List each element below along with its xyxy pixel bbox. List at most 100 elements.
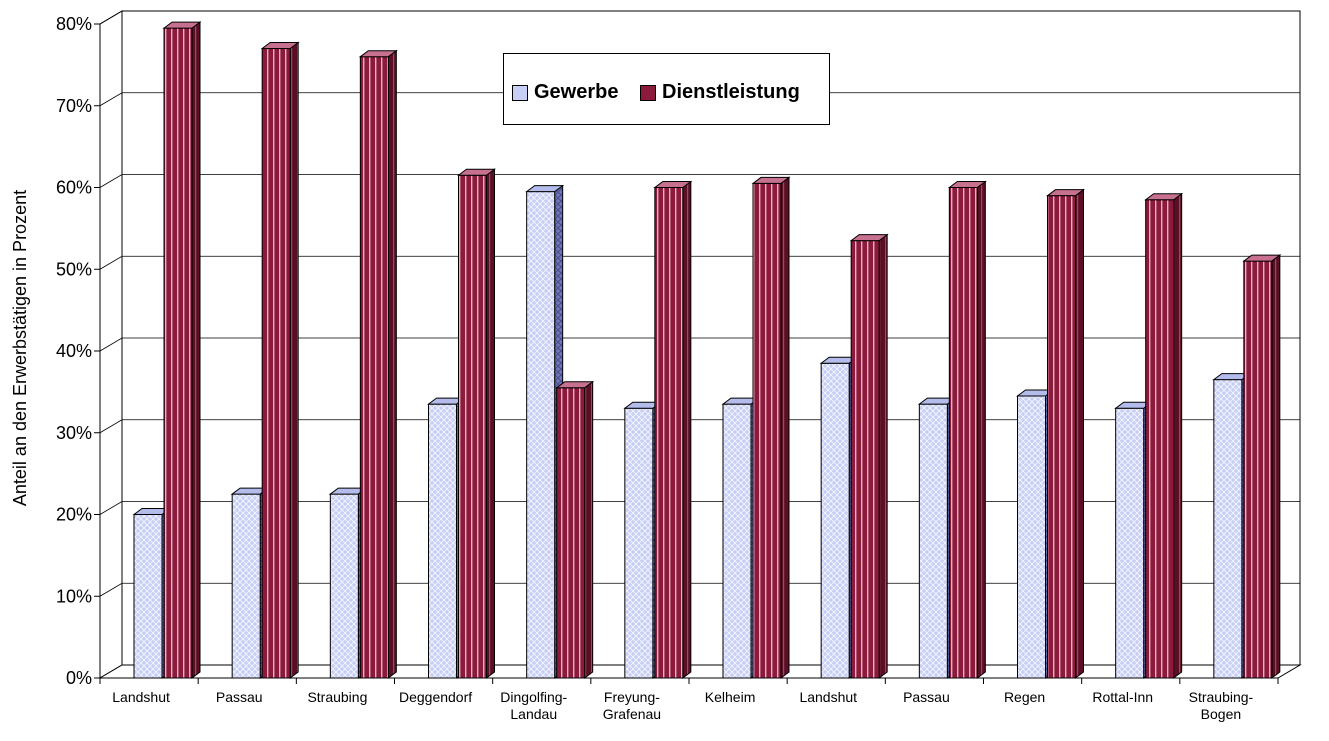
y-tick-label: 60% (56, 178, 92, 198)
bar-front-face (329, 493, 359, 679)
bar-top-face (162, 21, 202, 29)
bar-front-face (1145, 199, 1175, 679)
y-tick-label: 10% (56, 586, 92, 606)
bar-dienstleistung (358, 49, 398, 679)
bar-top-face (525, 185, 565, 193)
y-tick-label: 80% (56, 14, 92, 34)
gridline (99, 582, 1300, 597)
x-tick-label: Kelheim (705, 689, 756, 705)
bar-front-face (231, 493, 261, 679)
bar-top-face (1242, 254, 1282, 262)
bar-side-face (1271, 254, 1281, 679)
bar-side-face (387, 49, 397, 679)
bar-side-face (191, 21, 201, 679)
x-tick-label: Rottal-Inn (1092, 689, 1153, 705)
bar-top-face (1046, 189, 1085, 197)
bar-side-face (1075, 188, 1084, 679)
bar-front-face (428, 403, 457, 679)
bar-top-face (849, 234, 889, 242)
y-tick-label: 30% (56, 423, 92, 443)
bar-front-face (163, 27, 193, 679)
y-tick-label: 0% (66, 668, 92, 688)
bar-front-face (133, 514, 163, 679)
x-tick-label: Landshut (799, 689, 857, 705)
gridline (99, 255, 1300, 270)
x-tick-label: Passau (903, 689, 950, 705)
bar-front-face (624, 407, 654, 679)
y-axis-title: Anteil an den Erwerbstätigen in Prozent (10, 190, 30, 506)
bar-front-face (1047, 195, 1076, 679)
bar-front-face (1213, 379, 1243, 679)
bar-dienstleistung (1242, 254, 1282, 679)
bar-front-face (526, 191, 556, 679)
legend-item-dienstleistung: Dienstleistung (640, 81, 800, 104)
bar-front-face (359, 56, 389, 679)
chart-legend: Gewerbe Dienstleistung (503, 53, 830, 125)
legend-label-dienstleistung: Dienstleistung (662, 81, 800, 103)
bar-dienstleistung (947, 180, 987, 679)
bar-front-face (654, 187, 684, 679)
x-tick-label: Deggendorf (399, 689, 472, 705)
y-tick-label: 50% (56, 259, 92, 279)
bar-side-face (780, 176, 790, 679)
bar-front-face (820, 362, 850, 679)
x-tick-label: Passau (216, 689, 263, 705)
gridline (99, 10, 1300, 25)
legend-swatch-dienstleistung (640, 84, 656, 101)
bar-side-face (976, 180, 986, 679)
x-tick-label: Straubing-Bogen (1189, 689, 1254, 722)
bar-dienstleistung (162, 21, 202, 679)
bar-dienstleistung (653, 180, 693, 679)
bar-top-face (1144, 193, 1184, 201)
x-tick-label: Dingolfing-Landau (500, 689, 567, 722)
gridline (99, 337, 1300, 352)
gridline (99, 419, 1300, 434)
bar-front-face (261, 48, 291, 679)
bar-dienstleistung (849, 233, 889, 679)
gridline (99, 501, 1300, 515)
bar-side-face (682, 180, 692, 679)
bar-top-face (555, 381, 595, 389)
bar-side-face (584, 380, 594, 679)
bar-dienstleistung (457, 168, 496, 679)
bar-side-face (289, 41, 299, 679)
x-tick-label: Freyung-Grafenau (603, 689, 661, 722)
bar-top-face (653, 181, 693, 188)
bar-top-face (260, 42, 300, 50)
legend-item-gewerbe: Gewerbe (512, 81, 618, 104)
gridline (99, 174, 1300, 188)
bar-front-face (1017, 395, 1046, 679)
bar-side-face (486, 168, 495, 679)
bar-front-face (918, 403, 948, 679)
bar-dienstleistung (555, 380, 595, 679)
bar-top-face (457, 168, 496, 176)
bar-front-face (850, 240, 880, 679)
bar-dienstleistung (260, 41, 300, 679)
x-tick-label: Landshut (112, 689, 170, 705)
bar-dienstleistung (751, 176, 791, 679)
bar-side-face (1173, 192, 1183, 679)
bar-dienstleistung (1144, 192, 1184, 679)
y-tick-label: 40% (56, 341, 92, 361)
x-tick-label: Straubing (307, 689, 367, 705)
legend-label-gewerbe: Gewerbe (534, 81, 619, 103)
y-tick-label: 20% (56, 505, 92, 525)
bar-side-face (878, 233, 888, 679)
bar-top-face (751, 176, 791, 184)
bar-front-face (752, 182, 782, 679)
bar-top-face (947, 181, 987, 188)
bar-dienstleistung (1046, 188, 1085, 679)
bar-front-face (948, 187, 978, 679)
bar-front-face (458, 174, 487, 679)
bar-front-face (722, 403, 752, 679)
bar-front-face (1115, 407, 1145, 679)
bar-top-face (358, 50, 398, 58)
gridline (99, 92, 1300, 107)
legend-swatch-gewerbe (512, 84, 528, 101)
x-tick-label: Regen (1004, 689, 1045, 705)
bar-front-face (1243, 260, 1273, 679)
bar-front-face (556, 387, 586, 679)
y-tick-label: 70% (56, 96, 92, 116)
